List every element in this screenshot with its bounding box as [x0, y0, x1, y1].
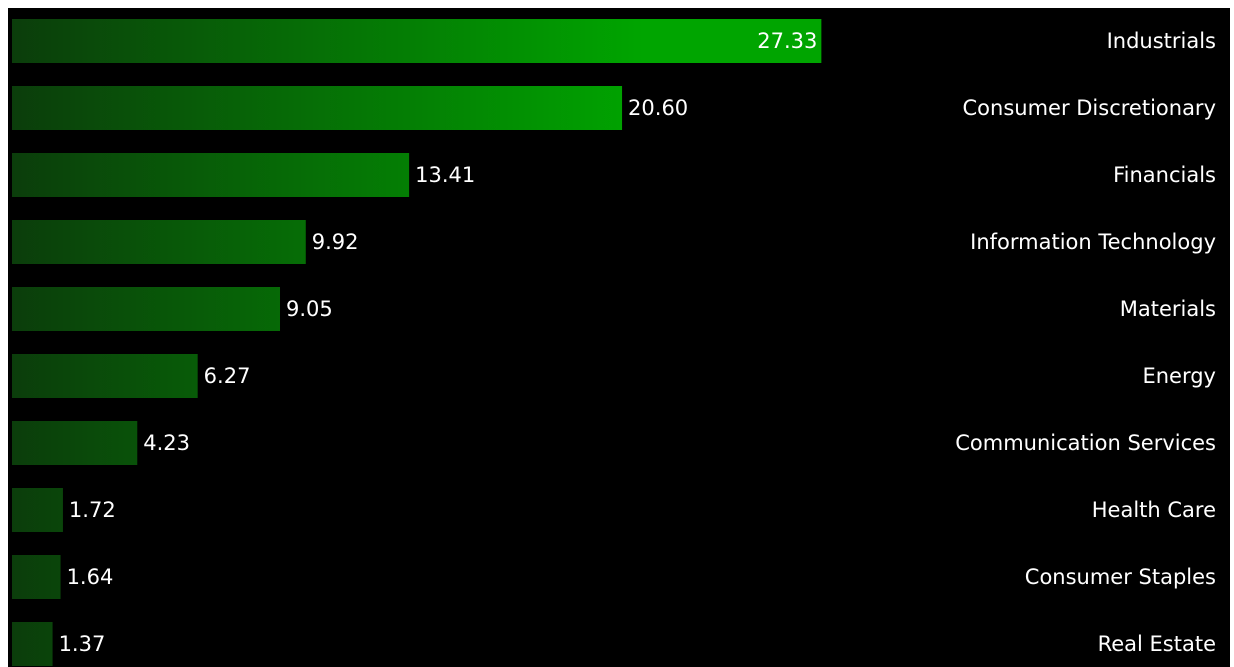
value-label: 20.60 — [628, 96, 688, 120]
category-label: Materials — [1120, 297, 1216, 321]
category-label: Real Estate — [1098, 632, 1216, 656]
category-label: Communication Services — [955, 431, 1216, 455]
bar-chart: 27.33 Industrials 20.60 Consumer Discretion… — [12, 19, 1217, 666]
chart-panel: 27.33 Industrials 20.60 Consumer Discretion… — [8, 8, 1230, 667]
value-label: 4.23 — [143, 431, 190, 455]
value-label: 6.27 — [204, 364, 251, 388]
bar-industrials — [12, 19, 822, 63]
value-label: 1.37 — [59, 632, 106, 656]
bar-energy — [12, 354, 198, 398]
bar-communication-services — [12, 421, 138, 465]
value-label: 1.72 — [69, 498, 116, 522]
value-label: 9.92 — [312, 230, 359, 254]
value-label: 1.64 — [67, 565, 114, 589]
value-label: 27.33 — [757, 29, 817, 53]
bar-information-technology — [12, 220, 306, 264]
bar-health-care — [12, 488, 63, 532]
category-label: Health Care — [1092, 498, 1216, 522]
bar-consumer-discretionary — [12, 86, 623, 130]
bar-materials — [12, 287, 281, 331]
bar-consumer-staples — [12, 555, 61, 599]
category-label: Information Technology — [970, 230, 1216, 254]
value-label: 9.05 — [286, 297, 333, 321]
bar-financials — [12, 153, 410, 197]
category-label: Consumer Discretionary — [963, 96, 1217, 120]
value-label: 13.41 — [415, 163, 475, 187]
bar-real-estate — [12, 622, 53, 666]
category-label: Industrials — [1107, 29, 1216, 53]
category-label: Financials — [1113, 163, 1216, 187]
category-label: Energy — [1142, 364, 1216, 388]
category-label: Consumer Staples — [1025, 565, 1216, 589]
